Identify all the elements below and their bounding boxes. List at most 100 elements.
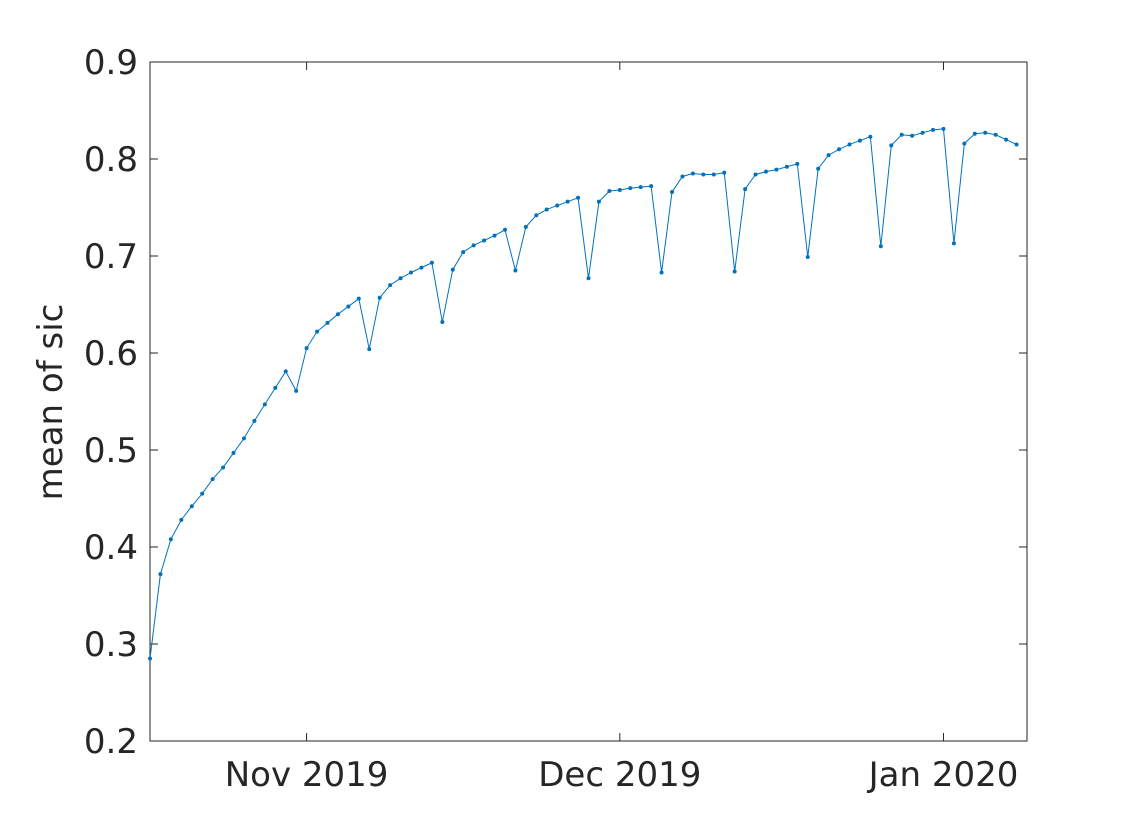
data-point [617,188,622,193]
data-point [680,174,685,179]
data-point [690,171,695,176]
data-point [492,233,497,238]
data-point [576,195,581,200]
data-point [795,161,800,166]
data-point [356,296,361,301]
data-point [1004,137,1009,142]
data-point [972,131,977,136]
data-point [899,132,904,137]
data-point [262,402,267,407]
data-point [419,265,424,270]
series-line [149,128,1017,659]
data-point [346,304,351,309]
data-point [951,241,956,246]
data-point [941,126,946,131]
data-point [753,172,758,177]
data-point [847,142,852,147]
data-point [482,238,487,243]
data-point [743,187,748,192]
data-point [461,250,466,255]
y-tick-label: 0.8 [84,140,138,180]
data-point [586,276,591,281]
data-point [471,243,476,248]
data-point [993,132,998,137]
data-point [179,517,184,522]
data-point [502,227,507,232]
data-point [367,347,372,352]
data-point [148,656,152,661]
data-point [335,312,340,317]
data-point [565,199,570,204]
data-point [596,199,601,204]
data-point [544,207,549,212]
x-tick-label: Nov 2019 [225,755,389,795]
data-point [670,189,675,194]
data-point [910,133,915,138]
data-point [409,270,414,275]
data-point [210,477,215,482]
data-point [816,166,821,171]
data-point [200,491,205,496]
data-point [398,276,403,281]
data-point [607,189,612,194]
data-point [440,319,445,324]
data-point [377,295,382,300]
data-point [784,164,789,169]
data-point [732,269,737,274]
data-point [763,169,768,174]
y-tick-label: 0.5 [84,431,138,471]
data-point [826,153,831,158]
data-point [805,254,810,259]
data-point [534,213,539,218]
x-tick-label: Dec 2019 [538,755,701,795]
data-point [931,127,936,132]
data-point [555,203,560,208]
y-tick-label: 0.9 [84,43,138,83]
data-point [701,172,706,177]
data-point [722,170,727,175]
tick-labels: 0.2 0.3 0.4 0.5 0.6 0.7 0.8 0.9 Nov 2019 Dec 2019… [84,43,1018,795]
plot-area [149,61,1028,742]
data-point [388,283,393,288]
x-tick-label: Jan 2020 [867,755,1019,795]
y-tick-label: 0.3 [84,625,138,665]
data-point [962,141,967,146]
data-point [450,267,455,272]
data-point [983,130,988,135]
data-point [231,450,236,455]
data-point [168,537,173,542]
data-point [189,504,194,509]
axis-ticks [150,61,1027,742]
data-point [241,436,246,441]
data-point [920,130,925,135]
y-tick-label: 0.6 [84,334,138,374]
data-point [304,346,309,351]
y-axis-label: mean of sic [31,304,71,501]
data-point [283,369,288,374]
data-point [315,329,320,334]
y-tick-label: 0.2 [84,722,138,762]
data-point [878,244,883,249]
data-point [273,385,278,390]
data-point [294,388,299,393]
data-point [523,224,528,229]
data-point [837,147,842,152]
series-group [148,126,1019,661]
y-tick-label: 0.4 [84,528,138,568]
data-point [158,572,163,577]
data-point [429,260,434,265]
data-point [513,268,518,273]
data-point [774,167,779,172]
data-point [649,184,654,189]
data-point [889,143,894,148]
data-point [638,185,643,190]
data-point [325,320,330,325]
data-point [628,186,633,191]
data-point [221,465,226,470]
plot-frame [149,61,1028,742]
data-point [868,134,873,139]
y-tick-label: 0.7 [84,237,138,277]
data-point [857,138,862,143]
data-point [711,172,716,177]
